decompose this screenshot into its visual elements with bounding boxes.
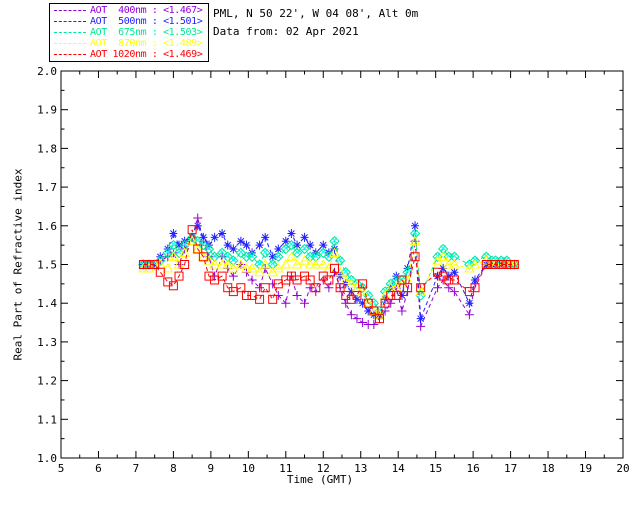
y-axis-title: Real Part of Refractive index [11,168,25,361]
x-tick-label: 12 [317,462,330,475]
legend-line-sample-icon [54,32,86,33]
series-markers-aot-1020nm [138,225,519,324]
y-tick-label: 1.7 [37,181,57,194]
x-tick-label: 7 [133,462,140,475]
plot-header: PML, N 50 22', W 04 08', Alt 0m Data fro… [213,5,418,41]
site-location-text: PML, N 50 22', W 04 08', Alt 0m [213,7,419,20]
x-tick-label: 9 [208,462,215,475]
x-tick-label: 5 [58,462,65,475]
legend-line-sample-icon [54,43,86,44]
x-tick-label: 17 [504,462,517,475]
legend-entry: AOT 870nm : <1.489> [52,38,206,49]
legend-label: AOT 1020nm : <1.469> [90,49,203,60]
y-tick-label: 1.2 [37,375,57,388]
legend-box: AOT 400nm : <1.467> AOT 500nm : <1.501> AO… [49,3,209,62]
y-tick-label: 1.4 [37,297,57,310]
x-tick-label: 11 [279,462,292,475]
legend-entry: AOT 675nm : <1.503> [52,27,206,38]
data-date-text: Data from: 02 Apr 2021 [213,25,359,38]
y-tick-label: 1.3 [37,336,57,349]
legend-label: AOT 675nm : <1.503> [90,27,203,38]
legend-entry: AOT 1020nm : <1.469> [52,49,206,60]
x-tick-label: 16 [467,462,480,475]
legend-label: AOT 500nm : <1.501> [90,16,203,27]
legend-entry: AOT 500nm : <1.501> [52,16,206,27]
legend-label: AOT 400nm : <1.467> [90,5,203,16]
x-tick-label: 13 [354,462,367,475]
legend-label: AOT 870nm : <1.489> [90,38,203,49]
x-tick-label: 14 [392,462,406,475]
x-tick-label: 15 [429,462,442,475]
y-tick-label: 1.8 [37,142,57,155]
y-tick-label: 1.6 [37,220,57,233]
legend-line-sample-icon [54,54,86,55]
y-tick-label: 1.1 [37,413,57,426]
x-tick-label: 19 [579,462,592,475]
x-tick-label: 20 [616,462,629,475]
x-tick-label: 10 [242,462,255,475]
legend-line-sample-icon [54,21,86,22]
x-tick-label: 6 [95,462,102,475]
y-tick-label: 1.0 [37,452,57,465]
series-line-aot-1020nm [143,229,515,320]
legend-entry: AOT 400nm : <1.467> [52,5,206,16]
y-tick-label: 2.0 [37,65,57,78]
y-tick-label: 1.5 [37,259,57,272]
x-tick-label: 18 [541,462,554,475]
y-tick-label: 1.9 [37,104,57,117]
legend-line-sample-icon [54,10,86,11]
x-axis-title: Time (GMT) [286,473,354,486]
x-tick-label: 8 [170,462,177,475]
